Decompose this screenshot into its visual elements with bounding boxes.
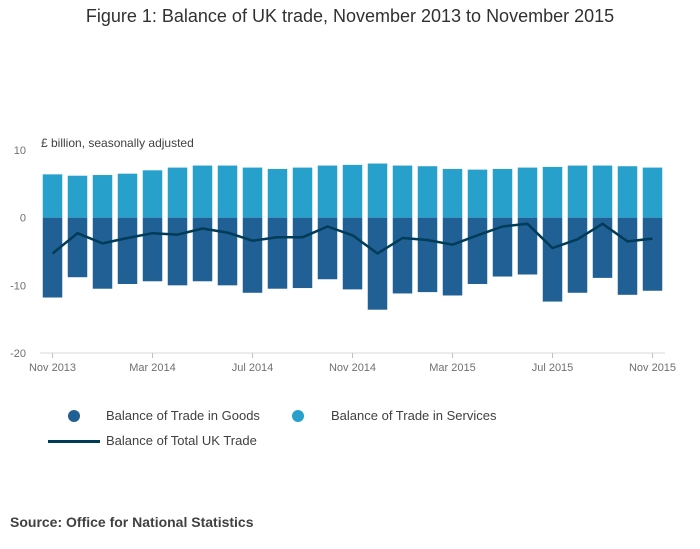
- goods-bar: [567, 217, 588, 293]
- services-bar: [642, 167, 663, 218]
- x-tick-label: Nov 2014: [329, 362, 376, 374]
- goods-bar: [417, 217, 438, 293]
- services-bar: [442, 168, 463, 218]
- services-bar: [492, 168, 513, 218]
- y-tick-label: 0: [20, 213, 26, 225]
- services-bar: [117, 173, 138, 218]
- unit-label: £ billion, seasonally adjusted: [41, 136, 194, 150]
- goods-bar: [67, 217, 88, 278]
- x-tick-label: Nov 2013: [29, 362, 76, 374]
- total-trade-line: [51, 222, 653, 255]
- goods-bar: [517, 217, 538, 275]
- services-bar: [92, 175, 113, 218]
- services-bar: [267, 168, 288, 218]
- services-swatch: [292, 410, 304, 422]
- services-bar: [542, 166, 563, 218]
- services-bar: [292, 167, 313, 218]
- legend-item-total[interactable]: Balance of Total UK Trade: [48, 433, 268, 451]
- goods-bar: [267, 217, 288, 289]
- x-tick-label: Jul 2014: [232, 362, 274, 374]
- legend-item-goods[interactable]: Balance of Trade in Goods: [68, 408, 268, 426]
- x-tick-label: Jul 2015: [532, 362, 574, 374]
- services-bar: [567, 165, 588, 218]
- services-bar: [167, 167, 188, 218]
- goods-bar: [117, 217, 138, 284]
- legend-label-goods: Balance of Trade in Goods: [106, 408, 260, 423]
- goods-bar: [92, 217, 113, 289]
- goods-bar: [467, 217, 488, 284]
- services-bar: [192, 165, 213, 218]
- goods-bar: [492, 217, 513, 277]
- goods-bar: [167, 217, 188, 286]
- goods-bar: [217, 217, 238, 286]
- goods-bar: [192, 217, 213, 282]
- x-axis: Nov 2013 Mar 2014 Jul 2014 Nov 2014 Mar 2015…: [29, 352, 676, 374]
- services-bar: [417, 166, 438, 218]
- services-bar: [42, 174, 63, 218]
- goods-bar: [592, 217, 613, 278]
- bars-group: [42, 163, 663, 310]
- chart-canvas: £ billion, seasonally adjusted 10 0 -10 -20…: [10, 136, 676, 374]
- x-tick-label: Nov 2015: [629, 362, 676, 374]
- y-tick-label: -10: [10, 280, 26, 292]
- goods-bar: [642, 217, 663, 291]
- services-bar: [242, 167, 263, 218]
- goods-bar: [142, 217, 163, 282]
- goods-bar: [442, 217, 463, 296]
- y-axis: 10 0 -10 -20: [10, 145, 26, 360]
- goods-bar: [542, 217, 563, 302]
- services-bar: [317, 165, 338, 218]
- goods-swatch: [68, 410, 80, 422]
- goods-bar: [342, 217, 363, 290]
- services-bar: [467, 169, 488, 218]
- legend-label-total: Balance of Total UK Trade: [106, 433, 257, 448]
- goods-bar: [42, 217, 63, 298]
- goods-bar: [392, 217, 413, 294]
- services-bar: [617, 166, 638, 218]
- services-bar: [342, 164, 363, 218]
- services-bar: [217, 165, 238, 218]
- chart-title: Figure 1: Balance of UK trade, November …: [85, 6, 615, 26]
- source-note: Source: Office for National Statistics: [10, 514, 254, 530]
- y-tick-label: -20: [10, 348, 26, 360]
- services-bar: [142, 170, 163, 218]
- x-tick-label: Mar 2014: [129, 362, 175, 374]
- goods-bar: [317, 217, 338, 280]
- services-bar: [392, 165, 413, 218]
- services-bar: [517, 167, 538, 218]
- services-bar: [67, 175, 88, 218]
- goods-bar: [617, 217, 638, 295]
- goods-bar: [242, 217, 263, 293]
- services-bar: [592, 165, 613, 218]
- goods-bar: [292, 217, 313, 289]
- services-bar: [367, 163, 388, 218]
- total-swatch: [48, 440, 100, 443]
- y-tick-label: 10: [14, 145, 26, 157]
- goods-bar: [367, 217, 388, 310]
- total-line-group: [51, 222, 653, 255]
- legend-item-services[interactable]: Balance of Trade in Services: [292, 408, 512, 426]
- legend-label-services: Balance of Trade in Services: [331, 408, 497, 423]
- x-tick-label: Mar 2015: [429, 362, 475, 374]
